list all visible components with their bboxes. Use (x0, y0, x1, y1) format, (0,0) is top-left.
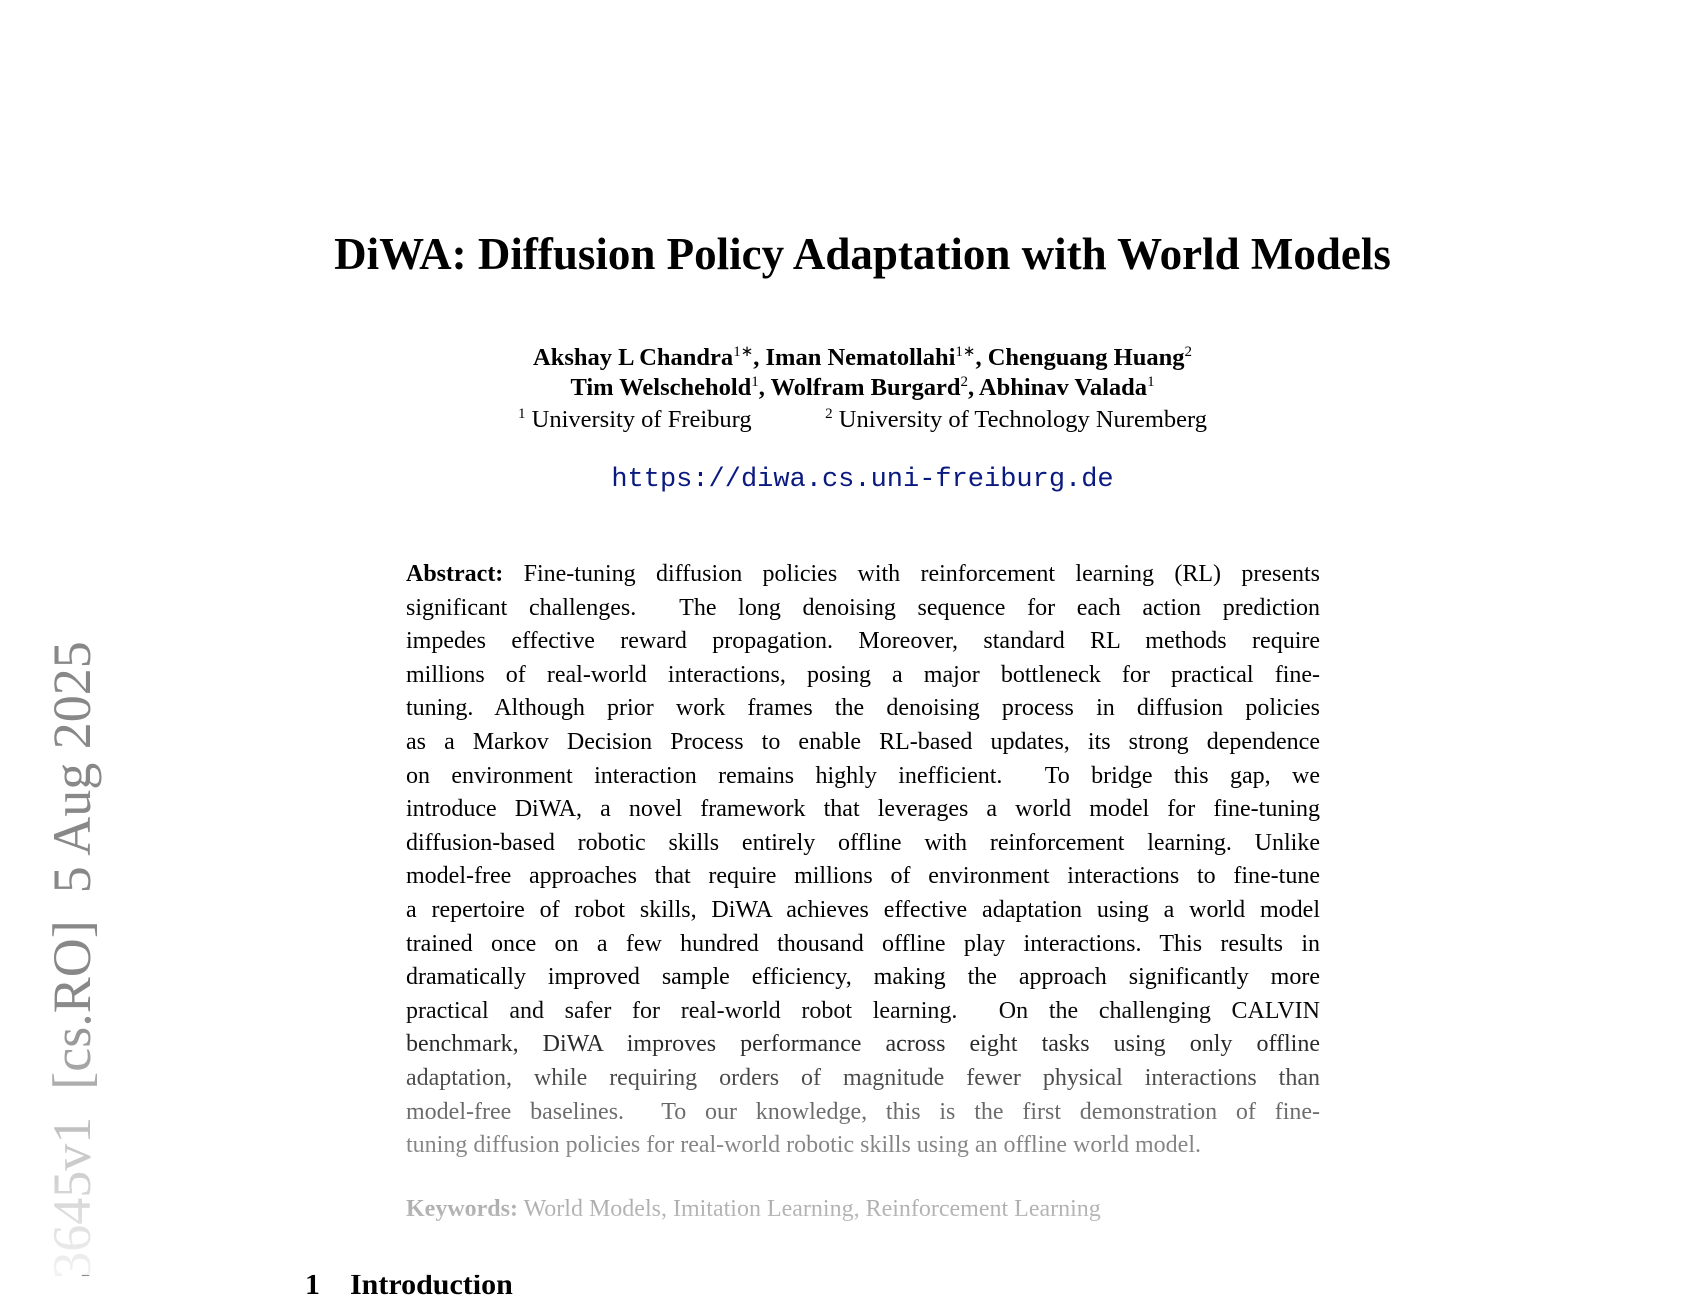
abstract-line: on environment interaction remains highl… (406, 760, 1320, 794)
project-url[interactable]: https://diwa.cs.uni-freiburg.de (611, 465, 1114, 495)
abstract-text: tuning diffusion policies for real-world… (406, 1132, 1201, 1159)
abstract-label: Abstract: (406, 561, 504, 587)
abstract-text: trained once on a few hundred thousand o… (406, 930, 1320, 957)
abstract-text: millions of real-world interactions, pos… (406, 661, 1320, 688)
arxiv-stamp: 3645v1 [cs.RO] 5 Aug 2025 (42, 641, 102, 1279)
section-heading: 1 Introduction (305, 1268, 513, 1302)
author-name: Chenguang Huang (987, 344, 1185, 371)
abstract-line: adaptation, while requiring orders of ma… (406, 1062, 1320, 1096)
abstract-line: introduce DiWA, a novel framework that l… (406, 793, 1320, 827)
author-name: Tim Welschehold (570, 374, 752, 401)
abstract-line: impedes effective reward propagation. Mo… (406, 625, 1320, 659)
keywords-label: Keywords: (406, 1196, 518, 1222)
author-mark: 1∗ (733, 344, 754, 360)
abstract-text: introduce DiWA, a novel framework that l… (406, 796, 1320, 823)
abstract-text: tuning. Although prior work frames the d… (406, 695, 1320, 722)
affiliation-name: University of Freiburg (531, 406, 752, 433)
abstract-text: benchmark, DiWA improves performance acr… (406, 1031, 1320, 1058)
abstract-text: adaptation, while requiring orders of ma… (406, 1064, 1320, 1091)
abstract-line: dramatically improved sample efficiency,… (406, 961, 1320, 995)
abstract-line: trained once on a few hundred thousand o… (406, 928, 1320, 962)
abstract-text: on environment interaction remains highl… (406, 762, 1320, 789)
abstract-line: a repertoire of robot skills, DiWA achie… (406, 894, 1320, 928)
author-mark: 1∗ (955, 344, 976, 360)
keywords: Keywords: World Models, Imitation Learni… (406, 1196, 1101, 1223)
affiliation-mark: 2 (825, 406, 833, 422)
abstract-text: as a Markov Decision Process to enable R… (406, 728, 1320, 755)
author-name: Wolfram Burgard (770, 374, 961, 401)
abstract-text: practical and safer for real-world robot… (406, 997, 1320, 1024)
abstract-line: significant challenges. The long denoisi… (406, 592, 1320, 626)
abstract-line: as a Markov Decision Process to enable R… (406, 726, 1320, 760)
abstract-line: tuning diffusion policies for real-world… (406, 1129, 1320, 1163)
author-mark: 1 (1147, 374, 1155, 390)
abstract-text: significant challenges. The long denoisi… (406, 594, 1320, 621)
abstract-line: millions of real-world interactions, pos… (406, 659, 1320, 693)
abstract-line: Abstract: Fine-tuning diffusion policies… (406, 558, 1320, 592)
abstract-text: a repertoire of robot skills, DiWA achie… (406, 896, 1320, 923)
keywords-text: World Models, Imitation Learning, Reinfo… (523, 1196, 1101, 1222)
author-mark: 2 (1184, 344, 1192, 360)
author-name: Abhinav Valada (978, 374, 1148, 401)
abstract-line: model-free baselines. To our knowledge, … (406, 1096, 1320, 1130)
affiliation-name: University of Technology Nuremberg (838, 406, 1207, 433)
abstract-line: model-free approaches that require milli… (406, 860, 1320, 894)
abstract-line: benchmark, DiWA improves performance acr… (406, 1028, 1320, 1062)
author-mark: 1 (751, 374, 759, 390)
abstract: Abstract: Fine-tuning diffusion policies… (406, 558, 1320, 1163)
author-line: Akshay L Chandra1∗, Iman Nematollahi1∗, … (533, 344, 1192, 371)
abstract-line: diffusion-based robotic skills entirely … (406, 827, 1320, 861)
abstract-text: diffusion-based robotic skills entirely … (406, 829, 1320, 856)
affiliations: 1 University of Freiburg 2 University of… (0, 406, 1700, 434)
author-line: Tim Welschehold1, Wolfram Burgard2, Abhi… (570, 374, 1155, 401)
section-number: 1 (305, 1268, 320, 1301)
section-title: Introduction (350, 1268, 513, 1301)
abstract-line: practical and safer for real-world robot… (406, 995, 1320, 1029)
affiliation-mark: 1 (518, 406, 526, 422)
abstract-text: impedes effective reward propagation. Mo… (406, 628, 1320, 655)
abstract-text: dramatically improved sample efficiency,… (406, 964, 1320, 991)
author-name: Akshay L Chandra (533, 344, 734, 371)
author-mark: 2 (960, 374, 968, 390)
abstract-line: tuning. Although prior work frames the d… (406, 692, 1320, 726)
abstract-text: model-free approaches that require milli… (406, 863, 1320, 890)
author-name: Iman Nematollahi (765, 344, 956, 371)
paper-title: DiWA: Diffusion Policy Adaptation with W… (334, 229, 1391, 279)
abstract-text: model-free baselines. To our knowledge, … (406, 1098, 1320, 1125)
abstract-text: Fine-tuning diffusion policies with rein… (523, 561, 1320, 587)
